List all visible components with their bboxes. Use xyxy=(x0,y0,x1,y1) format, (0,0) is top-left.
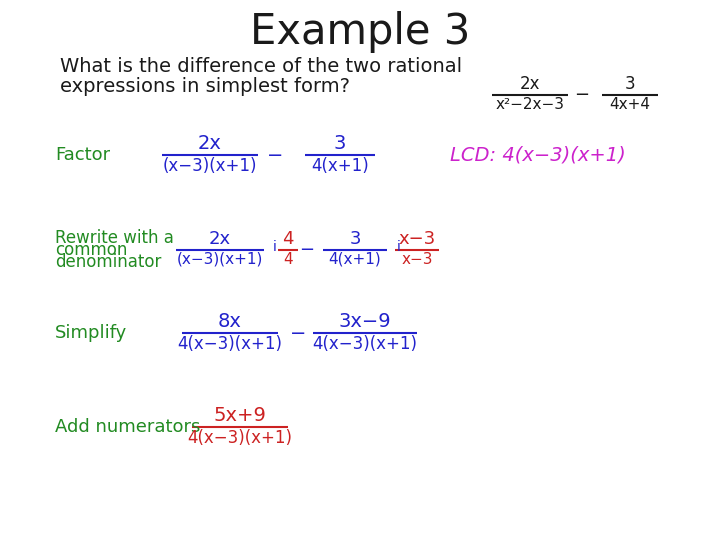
Text: (x−3)(x+1): (x−3)(x+1) xyxy=(177,252,264,267)
Text: Example 3: Example 3 xyxy=(250,11,470,53)
Text: Simplify: Simplify xyxy=(55,324,127,342)
Text: expressions in simplest form?: expressions in simplest form? xyxy=(60,77,350,96)
Text: −: − xyxy=(290,323,306,342)
Text: i: i xyxy=(273,240,277,254)
Text: (x−3)(x+1): (x−3)(x+1) xyxy=(163,157,257,175)
Text: 3: 3 xyxy=(334,134,346,153)
Text: 3: 3 xyxy=(625,75,635,93)
Text: 2x: 2x xyxy=(520,75,540,93)
Text: 4(x+1): 4(x+1) xyxy=(328,252,382,267)
Text: 4(x−3)(x+1): 4(x−3)(x+1) xyxy=(178,335,282,353)
Text: 2x: 2x xyxy=(198,134,222,153)
Text: −: − xyxy=(575,86,590,104)
Text: 4(x−3)(x+1): 4(x−3)(x+1) xyxy=(312,335,418,353)
Text: 3x−9: 3x−9 xyxy=(338,312,391,331)
Text: 4(x+1): 4(x+1) xyxy=(311,157,369,175)
Text: i: i xyxy=(397,240,401,254)
Text: x−3: x−3 xyxy=(398,230,436,248)
Text: x−3: x−3 xyxy=(401,252,433,267)
Text: LCD: 4(x−3)(x+1): LCD: 4(x−3)(x+1) xyxy=(450,145,626,165)
Text: Factor: Factor xyxy=(55,146,110,164)
Text: 2x: 2x xyxy=(209,230,231,248)
Text: common: common xyxy=(55,241,127,259)
Text: 3: 3 xyxy=(349,230,361,248)
Text: 4: 4 xyxy=(283,252,293,267)
Text: What is the difference of the two rational: What is the difference of the two ration… xyxy=(60,57,462,76)
Text: 4(x−3)(x+1): 4(x−3)(x+1) xyxy=(187,429,292,447)
Text: 5x+9: 5x+9 xyxy=(214,406,266,425)
Text: Add numerators: Add numerators xyxy=(55,418,200,436)
Text: 8x: 8x xyxy=(218,312,242,331)
Text: 4x+4: 4x+4 xyxy=(610,97,650,112)
Text: 4: 4 xyxy=(282,230,294,248)
Text: −: − xyxy=(300,241,315,259)
Text: x²−2x−3: x²−2x−3 xyxy=(495,97,564,112)
Text: denominator: denominator xyxy=(55,253,161,271)
Text: −: − xyxy=(267,145,283,165)
Text: Rewrite with a: Rewrite with a xyxy=(55,229,174,247)
